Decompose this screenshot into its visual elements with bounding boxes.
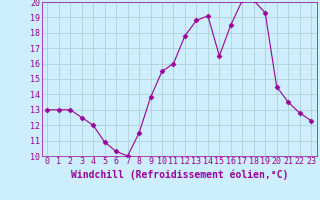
X-axis label: Windchill (Refroidissement éolien,°C): Windchill (Refroidissement éolien,°C): [70, 169, 288, 180]
